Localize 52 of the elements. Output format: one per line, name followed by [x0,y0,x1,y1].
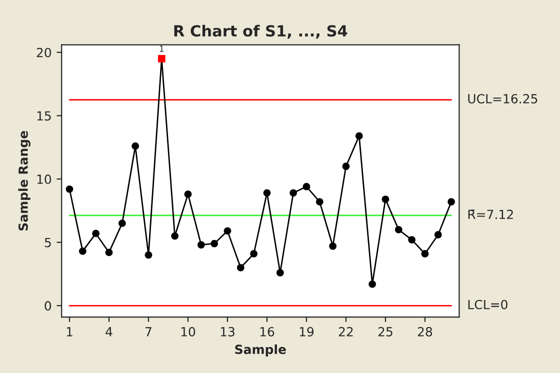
y-tick-label: 10 [37,174,52,184]
y-tick-label: 0 [44,301,52,311]
point [342,162,350,170]
point [276,269,284,276]
y-tick-label: 20 [36,48,52,58]
chart-title: R Chart of S1, ..., S4 [174,24,348,39]
x-tick-label: 22 [338,326,353,336]
point [184,190,192,198]
point [421,250,429,258]
point [118,220,126,228]
point [434,231,442,238]
point [66,185,74,193]
x-tick-label: 7 [146,327,152,336]
y-axis-title: Sample Range [18,131,30,230]
x-axis-title: Sample [235,344,286,357]
point [394,226,402,234]
point [250,250,258,258]
point [224,227,232,235]
point [382,196,390,203]
point [290,189,297,197]
point [210,240,218,248]
ref-line-label: R̄=7.12 [468,210,513,219]
point [408,236,416,244]
point [302,182,310,190]
y-tick-label: 15 [37,111,51,121]
x-tick-label: 4 [106,327,112,336]
annotation: 1 [160,46,164,52]
x-tick-label: 10 [181,326,196,336]
x-tick-label: 25 [378,326,392,336]
point [316,198,324,206]
x-tick-label: 16 [260,326,274,336]
point [105,248,113,256]
ref-line-label: LCL=0 [468,300,508,310]
point [78,248,86,255]
point [171,232,178,240]
point [144,251,152,259]
x-tick-label: 1 [66,327,72,336]
ref-line-label: UCL=16.25 [468,94,538,104]
y-tick-label: 5 [44,238,51,248]
x-tick-label: 19 [300,326,314,336]
point [448,198,455,206]
point [158,55,166,62]
point [329,242,336,250]
point [355,132,363,140]
point [236,264,244,272]
x-tick-label: 28 [418,326,432,336]
x-tick-label: 13 [220,326,234,336]
point [197,241,205,249]
point [263,189,271,197]
point [132,142,139,150]
point [92,230,100,238]
point [368,280,376,288]
